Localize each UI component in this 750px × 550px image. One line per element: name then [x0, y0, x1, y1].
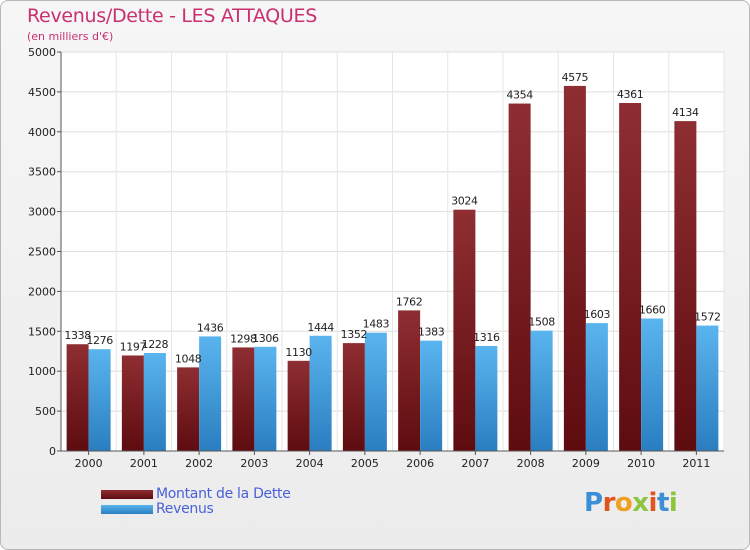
revenue-bar — [641, 318, 664, 451]
x-tick-label: 2008 — [517, 457, 545, 470]
revenue-value-label: 1508 — [528, 316, 555, 329]
legend-label-revenue: Revenus — [156, 501, 214, 517]
y-tick-label: 4500 — [28, 86, 56, 99]
debt-value-label: 4361 — [617, 88, 643, 101]
revenue-bar — [420, 340, 443, 451]
x-tick-label: 2004 — [296, 457, 324, 470]
x-tick-label: 2002 — [185, 457, 213, 470]
logo-letter: i — [668, 488, 678, 518]
revenue-value-label: 1572 — [694, 311, 720, 324]
chart-title: Revenus/Dette - LES ATTAQUES — [27, 5, 318, 27]
debt-bar — [121, 355, 144, 451]
x-tick-label: 2010 — [627, 457, 655, 470]
y-tick-label: 5000 — [28, 46, 56, 59]
x-tick-label: 2009 — [572, 457, 600, 470]
debt-value-label: 4575 — [562, 71, 589, 84]
revenue-bar — [309, 335, 332, 451]
debt-bar — [342, 343, 365, 451]
revenue-bar — [199, 336, 222, 451]
debt-value-label: 1762 — [396, 295, 422, 308]
revenue-bar — [696, 325, 719, 451]
logo-letter: t — [656, 488, 669, 518]
revenue-value-label: 1444 — [307, 321, 334, 334]
debt-value-label: 1048 — [175, 352, 202, 365]
revenue-value-label: 1316 — [473, 331, 500, 344]
debt-bar — [66, 344, 89, 451]
revenue-value-label: 1436 — [197, 321, 224, 334]
revenue-bar — [88, 349, 111, 451]
x-tick-label: 2001 — [130, 457, 158, 470]
debt-bar — [398, 310, 421, 451]
debt-value-label: 3024 — [451, 195, 478, 208]
debt-bar — [508, 103, 531, 452]
revenue-value-label: 1483 — [363, 318, 390, 331]
debt-value-label: 4354 — [506, 89, 533, 102]
revenue-bar — [364, 332, 387, 451]
x-tick-label: 2006 — [406, 457, 434, 470]
debt-bar — [563, 85, 586, 451]
y-tick-label: 1500 — [28, 325, 56, 338]
y-tick-label: 0 — [49, 445, 56, 458]
y-tick-label: 4000 — [28, 126, 56, 139]
legend-swatch-revenue — [101, 505, 153, 514]
logo-letter: x — [632, 488, 649, 518]
chart-subtitle: (en milliers d'€) — [27, 30, 114, 43]
legend-item-debt: Montant de la Dette — [101, 486, 361, 502]
x-tick-label: 2003 — [240, 457, 268, 470]
revenue-bar — [475, 345, 498, 451]
legend-item-revenue: Revenus — [101, 501, 361, 517]
debt-value-label: 1352 — [341, 328, 367, 341]
revenue-value-label: 1228 — [142, 338, 169, 351]
revenue-value-label: 1276 — [86, 334, 113, 347]
legend-swatch-debt — [101, 490, 153, 499]
revenue-value-label: 1603 — [584, 308, 611, 321]
debt-bar — [232, 347, 255, 451]
revenue-bar — [143, 353, 166, 451]
y-tick-label: 3000 — [28, 206, 56, 219]
debt-value-label: 1298 — [230, 332, 257, 345]
x-tick-label: 2005 — [351, 457, 379, 470]
x-tick-label: 2007 — [461, 457, 489, 470]
debt-bar — [453, 209, 476, 451]
revenue-bar — [530, 330, 553, 451]
logo-letter: P — [584, 488, 603, 518]
x-tick-label: 2011 — [682, 457, 710, 470]
logo-letter: o — [614, 488, 633, 518]
y-tick-label: 2000 — [28, 285, 56, 298]
revenue-bar — [254, 346, 277, 451]
debt-value-label: 1130 — [285, 346, 312, 359]
debt-bar — [619, 102, 642, 452]
legend-label-debt: Montant de la Dette — [156, 486, 291, 502]
y-tick-label: 500 — [35, 405, 56, 418]
revenue-value-label: 1383 — [418, 326, 445, 339]
debt-bar — [674, 121, 697, 451]
chart-legend: Montant de la Dette Revenus — [101, 486, 361, 517]
revenue-bar — [585, 323, 608, 451]
debt-value-label: 1197 — [120, 340, 147, 353]
y-tick-label: 3500 — [28, 166, 56, 179]
revenue-value-label: 1660 — [639, 304, 666, 317]
debt-bar — [177, 367, 200, 451]
logo-letter: r — [602, 488, 616, 518]
y-tick-label: 2500 — [28, 246, 56, 259]
revenue-value-label: 1306 — [252, 332, 279, 345]
debt-value-label: 1338 — [64, 329, 91, 342]
debt-bar — [287, 360, 310, 451]
logo-letter: i — [648, 488, 658, 518]
proxiti-logo: Proxiti — [584, 488, 678, 518]
x-tick-label: 2000 — [75, 457, 103, 470]
debt-value-label: 4134 — [672, 106, 699, 119]
y-tick-label: 1000 — [28, 365, 56, 378]
